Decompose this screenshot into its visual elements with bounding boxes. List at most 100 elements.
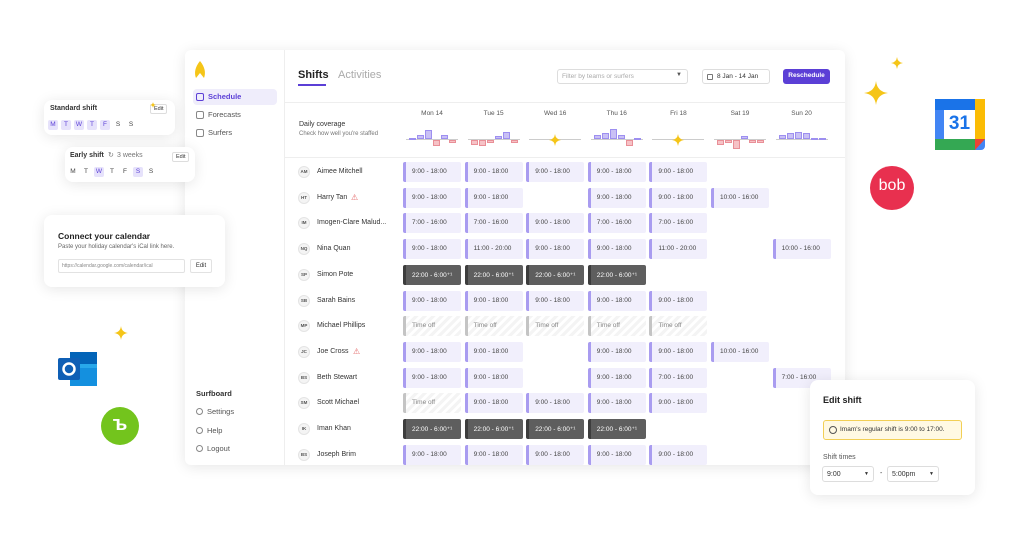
shift-cell[interactable]: 9:00 - 18:00	[403, 162, 461, 182]
shift-cell[interactable]: 9:00 - 18:00	[526, 393, 585, 414]
shift-label: 9:00 - 18:00	[596, 399, 632, 407]
shift-cell[interactable]: 9:00 - 18:00	[403, 187, 461, 208]
shift-cell[interactable]: 9:00 - 18:00	[403, 341, 461, 362]
shift-cell[interactable]: 7:00 - 16:00	[403, 213, 461, 234]
google-label: 31	[948, 113, 971, 134]
coverage-bar	[794, 131, 802, 139]
shift-cell[interactable]: 22:00 - 6:00⁺¹	[526, 419, 585, 439]
shift-cell[interactable]: 9:00 - 18:00	[464, 341, 523, 362]
surfer-name: Simon Pote	[317, 270, 354, 278]
shift-cell[interactable]: 9:00 - 18:00	[587, 162, 646, 182]
shift-cell[interactable]: 9:00 - 18:00	[526, 162, 585, 182]
shift-cell[interactable]: 10:00 - 16:00	[772, 239, 831, 260]
shift-cell[interactable]: 9:00 - 18:00	[464, 367, 523, 388]
shift-cell[interactable]: 9:00 - 18:00	[587, 187, 646, 208]
tab-active[interactable]: Shifts	[298, 69, 329, 81]
card-title: Connect your calendar	[58, 231, 151, 241]
shift-cell[interactable]: 22:00 - 6:00⁺¹	[464, 264, 523, 285]
shift-cell[interactable]: 9:00 - 18:00	[649, 290, 708, 311]
shift-cell[interactable]: Time off	[649, 316, 708, 337]
shift-cell[interactable]: 9:00 - 18:00	[649, 341, 708, 362]
shift-cell[interactable]: 9:00 - 18:00	[464, 393, 523, 414]
edit-button[interactable]: Edit	[190, 259, 212, 273]
shift-cell[interactable]: 10:00 - 16:00	[711, 187, 769, 208]
card-title: Edit shift	[823, 395, 862, 405]
shift-cell[interactable]: 7:00 - 16:00	[464, 213, 523, 234]
shift-cell[interactable]: 9:00 - 18:00	[403, 239, 461, 260]
shift-cell[interactable]: 9:00 - 18:00	[587, 367, 646, 388]
filter-placeholder: Filter by teams or surfers	[562, 73, 634, 80]
shift-cell[interactable]: 10:00 - 16:00	[711, 341, 769, 362]
shift-cell[interactable]: Time off	[526, 316, 585, 337]
shift-cell[interactable]: 9:00 - 18:00	[403, 290, 461, 311]
shift-cell[interactable]: 9:00 - 18:00	[526, 290, 585, 311]
shift-cell[interactable]: 9:00 - 18:00	[649, 393, 708, 414]
shift-cell[interactable]: 9:00 - 18:00	[587, 444, 646, 465]
time-select[interactable]: 5:00pm ▼	[887, 466, 939, 482]
shift-cell[interactable]: 9:00 - 18:00	[587, 239, 646, 260]
shift-cell[interactable]: 9:00 - 18:00	[587, 393, 646, 414]
coverage-bar	[486, 140, 494, 143]
coverage-bar	[609, 128, 617, 139]
shift-cell[interactable]: 22:00 - 6:00⁺¹	[403, 419, 461, 439]
reschedule-button[interactable]: Reschedule	[783, 69, 830, 84]
shift-cell[interactable]: 9:00 - 18:00	[526, 213, 585, 234]
tab[interactable]: Activities	[338, 69, 382, 81]
avatar-initials: IM	[301, 220, 307, 226]
shift-cell[interactable]: 22:00 - 6:00⁺¹	[526, 264, 585, 285]
nav-item[interactable]: Surfers	[208, 128, 233, 137]
shift-cell[interactable]: 22:00 - 6:00⁺¹	[587, 264, 646, 285]
shift-cell[interactable]: 9:00 - 18:00	[464, 187, 523, 208]
shift-cell[interactable]: 9:00 - 18:00	[464, 162, 523, 182]
shift-cell[interactable]: 11:00 - 20:00	[649, 239, 708, 260]
shift-label: 10:00 - 16:00	[720, 347, 759, 355]
footer-item[interactable]: Logout	[207, 444, 230, 453]
shift-cell[interactable]: 9:00 - 18:00	[526, 444, 585, 465]
edit-button[interactable]: Edit	[150, 104, 168, 114]
shift-cell[interactable]: 9:00 - 18:00	[403, 444, 461, 465]
shift-cell[interactable]: 9:00 - 18:00	[649, 162, 708, 182]
date-box[interactable]: 8 Jan - 14 Jan	[702, 69, 770, 84]
shift-cell[interactable]: 11:00 - 20:00	[464, 239, 523, 260]
shift-cell[interactable]: 9:00 - 18:00	[403, 367, 461, 388]
shift-label: 9:00 - 18:00	[412, 296, 447, 304]
edit-button[interactable]: Edit	[172, 152, 190, 162]
shift-cell[interactable]: 9:00 - 18:00	[587, 341, 646, 362]
shift-cell[interactable]: 9:00 - 18:00	[649, 187, 708, 208]
shift-cell[interactable]: 9:00 - 18:00	[587, 290, 646, 311]
shift-cell[interactable]: Time off	[587, 316, 646, 337]
footer-item[interactable]: Help	[207, 425, 223, 435]
shift-cell[interactable]: 7:00 - 16:00	[649, 213, 708, 234]
shift-label: 22:00 - 6:00⁺¹	[596, 271, 638, 279]
coverage-star	[672, 133, 685, 146]
shift-cell[interactable]: 9:00 - 18:00	[464, 290, 523, 311]
time-select[interactable]: 9:00 ▼	[822, 466, 874, 482]
shift-cell[interactable]: 7:00 - 16:00	[649, 367, 708, 388]
filter-box[interactable]: Filter by teams or surfers ▼	[557, 69, 688, 84]
repeat-label: 3 weeks	[117, 152, 143, 159]
shift-cell[interactable]: 22:00 - 6:00⁺¹	[403, 264, 461, 285]
nav-item[interactable]: Schedule	[208, 92, 242, 101]
shift-label: 9:00 - 18:00	[658, 450, 694, 458]
shift-cell[interactable]: 9:00 - 18:00	[464, 444, 523, 465]
tab-underline	[298, 84, 326, 86]
info-note: Imam's regular shift is 9:00 to 17:00.	[823, 420, 962, 440]
footer-icon	[196, 408, 203, 415]
day-header: Fri 18	[670, 110, 687, 117]
shift-cell[interactable]: 22:00 - 6:00⁺¹	[464, 419, 523, 439]
shift-cell[interactable]: Time off	[403, 316, 461, 337]
shift-cell[interactable]: 9:00 - 18:00	[649, 444, 708, 465]
shift-label: 22:00 - 6:00⁺¹	[535, 426, 576, 433]
shift-cell[interactable]: 22:00 - 6:00⁺¹	[587, 419, 646, 439]
shift-cell[interactable]: Time off	[403, 393, 461, 414]
weekday: T	[61, 120, 71, 130]
shift-cell[interactable]: Time off	[464, 316, 523, 337]
sparkle	[864, 81, 888, 105]
shift-label: 9:00 - 18:00	[596, 193, 632, 201]
footer-item[interactable]: Settings	[207, 407, 235, 416]
avatar-initials: SM	[300, 400, 308, 406]
shift-cell[interactable]: 7:00 - 16:00	[587, 213, 646, 234]
ical-input[interactable]: https://calendar.google.com/calendar/ica…	[58, 259, 185, 273]
shift-cell[interactable]: 9:00 - 18:00	[526, 239, 585, 260]
nav-item[interactable]: Forecasts	[208, 110, 241, 119]
